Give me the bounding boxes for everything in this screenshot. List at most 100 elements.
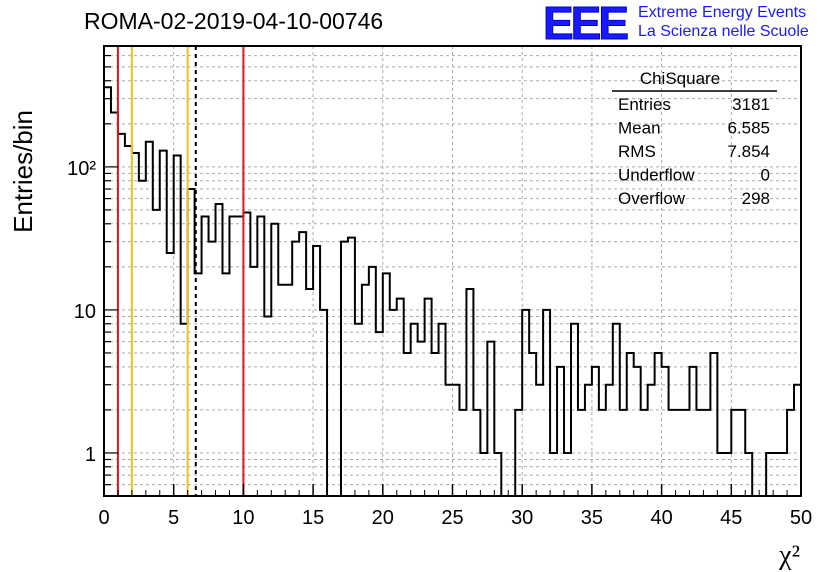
x-tick-label: 0	[98, 507, 109, 529]
plot-title: ROMA-02-2019-04-10-00746	[84, 8, 384, 34]
histogram-bin	[383, 273, 390, 496]
stats-row-value: 7.854	[727, 142, 770, 161]
histogram-bin	[411, 324, 418, 496]
histogram-bin	[418, 342, 425, 496]
histogram-bin	[397, 299, 404, 496]
histogram-bin	[390, 310, 397, 496]
x-tick-label: 15	[302, 507, 324, 529]
y-tick-labels: 1 10 10²	[67, 158, 96, 466]
stats-box: ChiSquare Entries 3181 Mean 6.585 RMS 7.854 Un…	[612, 69, 777, 208]
histogram-bin	[174, 156, 181, 496]
histogram-bin	[292, 242, 299, 496]
histogram-bin	[731, 410, 738, 496]
histogram-bin	[229, 216, 236, 496]
histogram-bin	[104, 87, 111, 496]
stats-row-value: 0	[761, 166, 770, 185]
histogram-bin	[550, 453, 557, 496]
histogram-bin	[355, 324, 362, 496]
histogram-bin	[341, 242, 348, 496]
histogram-outline	[103, 86, 802, 497]
histogram-bin	[146, 142, 153, 496]
histogram-bin	[564, 453, 571, 496]
histogram-bin	[641, 410, 648, 496]
histogram-bin	[188, 189, 195, 496]
histogram-bin	[599, 410, 606, 496]
histogram-bin	[236, 216, 243, 496]
histogram-bin	[780, 453, 787, 496]
stats-row-label: Mean	[618, 119, 661, 138]
histogram-bin	[264, 316, 271, 496]
org-name: Extreme Energy Events	[638, 4, 807, 21]
histogram-bin	[571, 324, 578, 496]
histogram-bin	[724, 453, 731, 496]
histogram-bin	[425, 299, 432, 496]
histogram-bin	[703, 410, 710, 496]
histogram-bin	[494, 453, 501, 496]
histogram-bin	[271, 224, 278, 496]
histogram-bars	[103, 86, 802, 497]
histogram-bin	[794, 385, 801, 496]
histogram-bin	[306, 289, 313, 496]
histogram-bin	[515, 410, 522, 496]
histogram-bin	[620, 410, 627, 496]
histogram-bin	[362, 285, 369, 496]
stats-row-label: RMS	[618, 142, 656, 161]
x-tick-label: 45	[720, 507, 742, 529]
stats-row-label: Underflow	[618, 166, 695, 185]
histogram-bin	[536, 385, 543, 496]
histogram-bin	[487, 342, 494, 496]
histogram-bin	[585, 385, 592, 496]
histogram-bin	[683, 410, 690, 496]
histogram-bin	[773, 453, 780, 496]
histogram-bin	[216, 204, 223, 496]
y-axis-label: Entries/bin	[8, 110, 38, 233]
histogram-bin	[787, 410, 794, 496]
histogram-bin	[432, 353, 439, 496]
histogram-bin	[710, 353, 717, 496]
histogram-bin	[369, 267, 376, 496]
histogram-bin	[655, 353, 662, 496]
histogram-bin	[634, 367, 641, 496]
histogram-bin	[689, 367, 696, 496]
histogram-bin	[132, 153, 139, 496]
x-tick-label: 20	[372, 507, 394, 529]
histogram-bin	[766, 453, 773, 496]
y-tick-label: 10	[74, 301, 96, 323]
histogram-bin	[717, 453, 724, 496]
x-tick-labels: 0 5 10 15 20 25 30 35 40 45 50	[98, 507, 812, 529]
histogram-bin	[160, 151, 167, 496]
x-tick-label: 5	[168, 507, 179, 529]
histogram-bin	[529, 353, 536, 496]
axis-ticks	[103, 45, 802, 497]
histogram-bin	[557, 367, 564, 496]
stats-title: ChiSquare	[640, 69, 720, 88]
histogram-bin	[285, 285, 292, 496]
x-tick-label: 30	[511, 507, 533, 529]
histogram-bin	[125, 146, 132, 496]
histogram-bin	[139, 181, 146, 496]
histogram-bin	[578, 410, 585, 496]
histogram-bin	[222, 273, 229, 496]
x-tick-label: 40	[650, 507, 672, 529]
histogram-bin	[118, 134, 125, 496]
x-tick-label: 35	[581, 507, 603, 529]
stats-row-value: 6.585	[727, 119, 770, 138]
histogram-bin	[648, 385, 655, 496]
stats-row-value: 298	[742, 189, 770, 208]
histogram-bin	[404, 353, 411, 496]
histogram-bin	[459, 410, 466, 496]
histogram-bin	[181, 324, 188, 496]
histogram-bin	[257, 216, 264, 496]
histogram-bin	[466, 289, 473, 496]
histogram-bin	[313, 246, 320, 496]
histogram-bin	[480, 453, 487, 496]
org-subtitle: La Scienza nelle Scuole	[638, 23, 809, 40]
histogram-bin	[627, 353, 634, 496]
histogram-bin	[202, 216, 209, 496]
histogram-bin	[745, 453, 752, 496]
histogram-bin	[250, 267, 257, 496]
x-tick-label: 25	[441, 507, 463, 529]
histogram-bin	[592, 367, 599, 496]
histogram-bin	[738, 410, 745, 496]
